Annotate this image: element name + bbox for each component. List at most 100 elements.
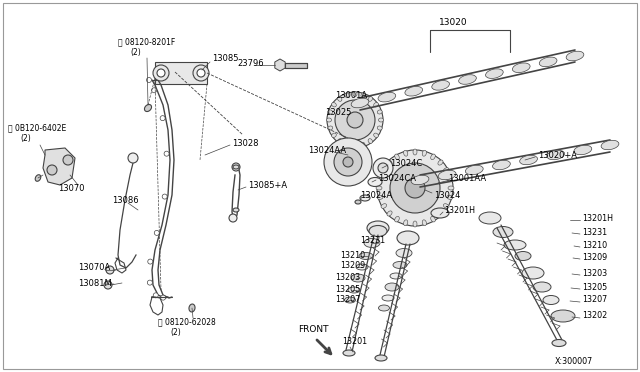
- Ellipse shape: [438, 170, 456, 180]
- Circle shape: [148, 259, 153, 264]
- Ellipse shape: [356, 264, 368, 270]
- Ellipse shape: [348, 287, 360, 293]
- Circle shape: [343, 157, 353, 167]
- Text: 13201H: 13201H: [582, 214, 613, 222]
- Ellipse shape: [448, 186, 454, 190]
- Text: Ⓑ 0B120-6402E: Ⓑ 0B120-6402E: [8, 124, 67, 132]
- Text: 13001A: 13001A: [335, 90, 367, 99]
- Ellipse shape: [387, 211, 392, 216]
- Circle shape: [232, 163, 240, 171]
- Circle shape: [405, 178, 425, 198]
- Circle shape: [162, 194, 167, 199]
- Ellipse shape: [343, 350, 355, 356]
- Ellipse shape: [405, 86, 422, 96]
- Ellipse shape: [395, 217, 399, 222]
- Ellipse shape: [431, 154, 435, 160]
- Text: 13024AA: 13024AA: [308, 145, 346, 154]
- Ellipse shape: [233, 165, 239, 169]
- Ellipse shape: [520, 155, 538, 165]
- Circle shape: [327, 92, 383, 148]
- Circle shape: [334, 148, 362, 176]
- Ellipse shape: [332, 133, 336, 138]
- Circle shape: [152, 88, 157, 93]
- Ellipse shape: [504, 240, 526, 250]
- Ellipse shape: [393, 262, 407, 269]
- Ellipse shape: [345, 142, 349, 147]
- Ellipse shape: [360, 195, 370, 201]
- Text: 13202: 13202: [582, 311, 607, 321]
- Text: X:300007: X:300007: [555, 357, 593, 366]
- Text: 23796: 23796: [237, 58, 264, 67]
- Bar: [285, 63, 307, 68]
- Ellipse shape: [382, 295, 394, 301]
- Ellipse shape: [479, 212, 501, 224]
- Ellipse shape: [493, 160, 510, 170]
- Text: 13070: 13070: [58, 183, 84, 192]
- Ellipse shape: [378, 92, 396, 102]
- Circle shape: [153, 65, 169, 81]
- Ellipse shape: [515, 251, 531, 260]
- Ellipse shape: [459, 75, 476, 84]
- Ellipse shape: [395, 154, 399, 160]
- Ellipse shape: [493, 227, 513, 237]
- Ellipse shape: [326, 118, 332, 122]
- Ellipse shape: [552, 340, 566, 346]
- Circle shape: [147, 77, 152, 83]
- Circle shape: [193, 65, 209, 81]
- Ellipse shape: [361, 93, 365, 98]
- Ellipse shape: [351, 274, 365, 282]
- Text: 13231: 13231: [360, 235, 385, 244]
- Circle shape: [104, 281, 112, 289]
- Circle shape: [153, 293, 158, 298]
- Ellipse shape: [540, 57, 557, 67]
- Ellipse shape: [377, 110, 382, 114]
- Text: 13028: 13028: [232, 138, 259, 148]
- Ellipse shape: [431, 217, 435, 222]
- Circle shape: [147, 280, 152, 285]
- Ellipse shape: [378, 118, 383, 122]
- Circle shape: [335, 100, 375, 140]
- Text: (2): (2): [130, 48, 141, 57]
- Text: 13205: 13205: [582, 282, 607, 292]
- Ellipse shape: [422, 150, 426, 156]
- Circle shape: [157, 69, 165, 77]
- Ellipse shape: [547, 150, 564, 160]
- Text: (2): (2): [170, 327, 180, 337]
- Ellipse shape: [364, 238, 380, 247]
- Ellipse shape: [367, 221, 389, 235]
- Ellipse shape: [375, 355, 387, 361]
- Circle shape: [229, 214, 237, 222]
- Text: 13207: 13207: [582, 295, 607, 305]
- Ellipse shape: [566, 51, 584, 61]
- Ellipse shape: [551, 310, 575, 322]
- Ellipse shape: [376, 186, 382, 190]
- Polygon shape: [43, 148, 75, 185]
- Ellipse shape: [411, 175, 429, 185]
- Text: 13209: 13209: [340, 262, 365, 270]
- Ellipse shape: [374, 133, 378, 138]
- Text: 13085+A: 13085+A: [248, 180, 287, 189]
- Ellipse shape: [355, 200, 361, 204]
- Ellipse shape: [378, 177, 383, 181]
- Ellipse shape: [345, 93, 349, 98]
- Ellipse shape: [465, 165, 483, 175]
- Ellipse shape: [390, 273, 402, 279]
- Text: 13024A: 13024A: [360, 190, 392, 199]
- Text: 13203: 13203: [582, 269, 607, 278]
- Circle shape: [347, 112, 363, 128]
- Ellipse shape: [378, 305, 390, 311]
- Ellipse shape: [189, 304, 195, 312]
- Ellipse shape: [351, 98, 369, 108]
- Ellipse shape: [574, 145, 592, 155]
- Circle shape: [154, 230, 159, 235]
- Ellipse shape: [396, 248, 412, 257]
- Text: 13201H: 13201H: [444, 205, 475, 215]
- Text: 13001AA: 13001AA: [448, 173, 486, 183]
- Ellipse shape: [447, 195, 452, 199]
- Ellipse shape: [601, 140, 619, 150]
- Ellipse shape: [328, 110, 333, 114]
- Text: 13020+A: 13020+A: [538, 151, 577, 160]
- Circle shape: [161, 295, 166, 300]
- Circle shape: [128, 153, 138, 163]
- Ellipse shape: [533, 282, 551, 292]
